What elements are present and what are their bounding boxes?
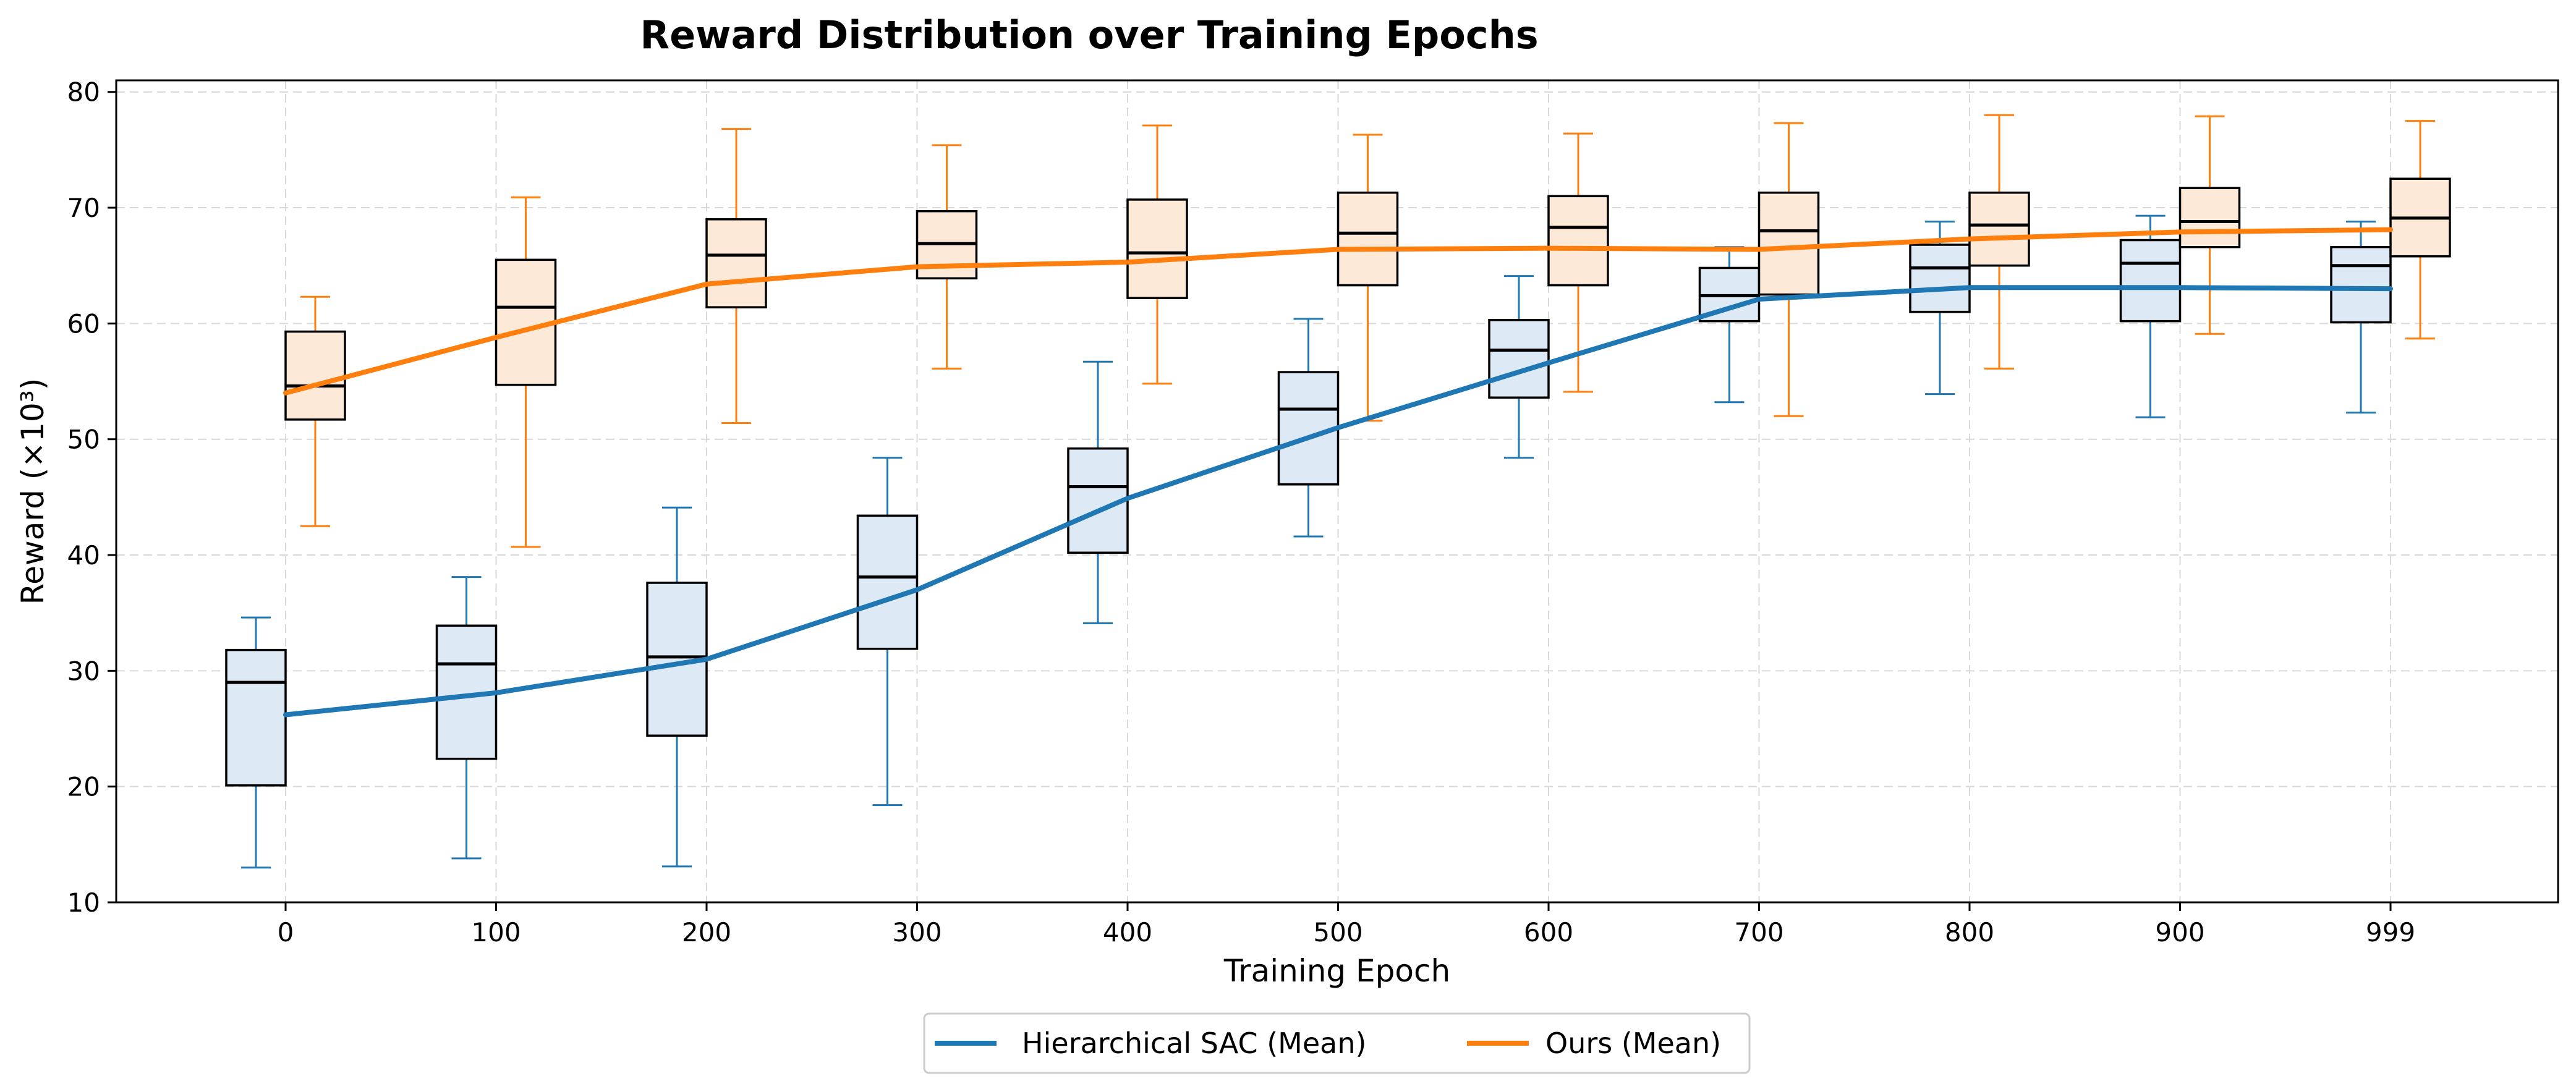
y-tick-label: 50 xyxy=(67,425,100,455)
box-ours xyxy=(495,196,557,548)
mean-line-hierarchical-sac xyxy=(283,285,2393,718)
box-ours xyxy=(1126,124,1188,385)
x-tick-label: 900 xyxy=(2155,917,2204,947)
box-ours xyxy=(1758,122,1820,417)
box-iqr xyxy=(2330,245,2392,324)
x-tick-label: 100 xyxy=(471,917,521,947)
box-iqr xyxy=(1488,319,1550,399)
legend-frame xyxy=(923,1012,1751,1074)
y-axis: 10 20 30 40 50 60 70 80 xyxy=(67,77,116,918)
box-iqr xyxy=(1968,191,2030,267)
box-iqr xyxy=(1547,195,1609,287)
x-axis: 0 100 200 300 400 500 600 700 800 900 999 xyxy=(278,902,2415,947)
legend: Hierarchical SAC (Mean) Ours (Mean) xyxy=(923,1012,1751,1074)
y-tick-label: 10 xyxy=(67,888,100,918)
x-tick-label: 800 xyxy=(1945,917,1994,947)
box-iqr xyxy=(1337,191,1399,287)
box-iqr xyxy=(856,514,919,650)
box-ours xyxy=(2179,115,2241,335)
box-iqr xyxy=(1277,371,1340,486)
legend-label-hierarchical-sac: Hierarchical SAC (Mean) xyxy=(1022,1027,1366,1060)
box-ours xyxy=(1968,114,2030,370)
x-tick-label: 0 xyxy=(278,917,294,947)
box-iqr xyxy=(705,218,767,308)
box-iqr xyxy=(1758,191,1820,296)
box-hierarchical-sac xyxy=(2119,214,2182,418)
box-hierarchical-sac xyxy=(1067,360,1129,625)
box-hierarchical-sac xyxy=(435,576,498,860)
box-hierarchical-sac xyxy=(1488,275,1550,459)
box-ours xyxy=(1337,133,1399,422)
box-iqr xyxy=(284,330,346,421)
x-tick-label: 200 xyxy=(682,917,731,947)
box-ours xyxy=(284,295,346,527)
legend-label-ours: Ours (Mean) xyxy=(1545,1027,1721,1060)
box-iqr xyxy=(1126,198,1188,299)
box-iqr xyxy=(225,648,287,787)
x-tick-label: 400 xyxy=(1103,917,1152,947)
y-tick-label: 20 xyxy=(67,772,100,802)
y-tick-label: 30 xyxy=(67,656,100,686)
box-hierarchical-sac xyxy=(225,616,287,869)
y-tick-label: 40 xyxy=(67,540,100,570)
mean-lines xyxy=(283,227,2393,718)
x-tick-label: 700 xyxy=(1734,917,1783,947)
grid xyxy=(116,80,2558,903)
box-hierarchical-sac xyxy=(1698,246,1761,404)
y-tick-label: 60 xyxy=(67,308,100,339)
box-hierarchical-sac xyxy=(2330,221,2392,414)
box-iqr xyxy=(2119,239,2182,323)
box-ours xyxy=(916,144,978,370)
y-tick-label: 80 xyxy=(67,77,100,108)
box-ours xyxy=(705,128,767,424)
box-ours xyxy=(1547,132,1609,393)
y-tick-label: 70 xyxy=(67,193,100,223)
chart-title: Reward Distribution over Training Epochs xyxy=(640,12,1538,57)
box-ours xyxy=(2389,120,2451,340)
box-hierarchical-sac xyxy=(646,506,708,868)
box-hierarchical-sac xyxy=(856,457,919,807)
y-axis-label: Reward (×10³) xyxy=(15,378,51,605)
x-tick-label: 999 xyxy=(2366,917,2415,947)
box-iqr xyxy=(2179,187,2241,248)
box-hierarchical-sac xyxy=(1277,318,1340,538)
x-tick-label: 500 xyxy=(1313,917,1362,947)
x-axis-label: Training Epoch xyxy=(1223,953,1450,989)
x-tick-label: 300 xyxy=(892,917,942,947)
mean-line-ours xyxy=(283,227,2393,396)
box-hierarchical-sac xyxy=(1909,221,1971,396)
box-iqr xyxy=(1909,244,1971,313)
x-tick-label: 600 xyxy=(1524,917,1573,947)
